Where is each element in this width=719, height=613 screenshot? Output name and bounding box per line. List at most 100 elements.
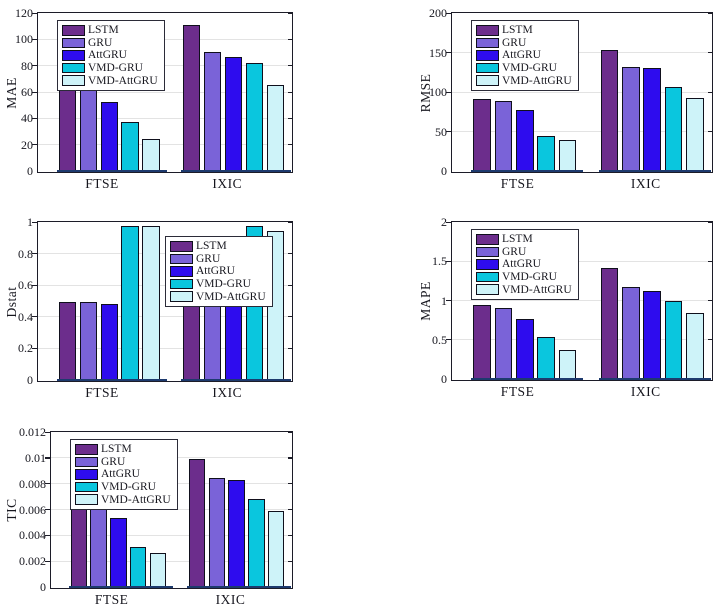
gridline xyxy=(51,560,292,562)
legend-label: VMD-GRU xyxy=(502,62,557,75)
legend-entry: GRU xyxy=(170,253,266,266)
mae-plot-area xyxy=(32,12,293,173)
y-tick-label: 20 xyxy=(21,137,33,152)
legend-label: LSTM xyxy=(196,240,227,253)
y-tick-mark-left xyxy=(446,260,451,262)
y-tick-mark-left xyxy=(32,12,37,14)
y-tick-mark-right xyxy=(288,38,292,41)
legend-entry: VMD-AttGRU xyxy=(476,283,572,296)
bar-vmd-attgru-ftse xyxy=(558,350,577,380)
bar-vmd-attgru-ixic xyxy=(686,312,704,380)
y-tick-mark-left xyxy=(32,144,37,146)
gridline xyxy=(452,300,712,301)
gridline xyxy=(38,91,292,93)
y-tick-label: 0.2 xyxy=(18,341,33,356)
legend-box: LSTM GRU AttGRU VMD-GRU VMD-AttGRU xyxy=(57,20,165,91)
legend-label: GRU xyxy=(196,252,221,265)
bar-baseline xyxy=(598,378,711,380)
y-tick-mark-left xyxy=(446,131,451,133)
bar-baseline xyxy=(471,378,584,380)
legend-label: AttGRU xyxy=(502,49,541,62)
bar-baseline xyxy=(181,170,291,172)
bar-attgru-ftse xyxy=(100,102,118,172)
bar-gru-ixic xyxy=(208,478,225,588)
legend-swatch-lstm xyxy=(476,234,499,245)
bar-baseline xyxy=(598,170,711,172)
bar-vmd-gru-ftse xyxy=(121,121,139,172)
bar-attgru-ixic xyxy=(224,57,243,172)
bar-gru-ftse xyxy=(90,507,107,588)
legend-box: LSTM GRU AttGRU VMD-GRU VMD-AttGRU xyxy=(165,236,273,307)
y-tick-mark-right xyxy=(708,52,712,54)
y-tick-mark-right xyxy=(708,339,712,341)
y-axis-label: RMSE xyxy=(418,73,433,112)
bar-vmd-gru-ftse xyxy=(537,135,555,172)
y-tick-label: 0.008 xyxy=(19,476,46,491)
legend-box: LSTM GRU AttGRU VMD-GRU VMD-AttGRU xyxy=(471,229,579,300)
legend-swatch-vmd-gru xyxy=(476,271,499,283)
y-tick-mark-right xyxy=(288,431,292,433)
y-axis-label: Dstat xyxy=(4,286,19,317)
y-tick-mark-left xyxy=(45,560,50,562)
bar-attgru-ftse xyxy=(516,318,534,380)
legend-swatch-gru xyxy=(62,37,85,49)
y-tick-mark-left xyxy=(32,347,37,350)
legend-label: VMD-AttGRU xyxy=(196,290,266,303)
y-tick-mark-left xyxy=(446,91,451,93)
legend-label: VMD-AttGRU xyxy=(502,74,572,87)
legend-swatch-lstm xyxy=(476,25,499,36)
legend-label: GRU xyxy=(502,245,527,258)
legend-entry: VMD-AttGRU xyxy=(62,74,158,87)
y-tick-mark-left xyxy=(32,117,37,120)
legend-swatch-lstm xyxy=(75,444,98,455)
bar-gru-ixic xyxy=(204,302,222,381)
bar-baseline xyxy=(56,170,167,172)
x-category-label: FTSE xyxy=(500,176,535,191)
y-tick-label: 0.5 xyxy=(432,332,447,347)
legend-entry: AttGRU xyxy=(476,49,572,62)
legend-entry: GRU xyxy=(62,37,158,50)
bar-baseline xyxy=(68,586,174,588)
y-tick-label: 1 xyxy=(27,215,33,229)
y-tick-mark-left xyxy=(446,300,451,302)
gridline xyxy=(452,339,712,341)
legend-entry: VMD-GRU xyxy=(476,271,572,284)
y-tick-mark-left xyxy=(32,253,37,255)
bar-baseline xyxy=(181,379,291,381)
legend-label: AttGRU xyxy=(101,468,140,481)
y-tick-label: 0.01 xyxy=(25,450,46,465)
legend-entry: LSTM xyxy=(476,24,572,37)
bar-attgru-ftse xyxy=(100,303,118,381)
y-tick-mark-right xyxy=(288,65,292,67)
legend-entry: AttGRU xyxy=(170,265,266,278)
y-tick-mark-right xyxy=(708,131,712,133)
gridline xyxy=(452,52,712,53)
bar-baseline xyxy=(186,586,292,588)
y-tick-mark-right xyxy=(288,144,292,146)
legend-label: AttGRU xyxy=(88,49,127,62)
legend-swatch-vmd-attgru xyxy=(476,284,499,295)
bar-lstm-ixic xyxy=(600,267,619,380)
legend-entry: LSTM xyxy=(75,443,171,456)
bar-vmd-attgru-ftse xyxy=(142,139,160,172)
gridline xyxy=(38,38,292,40)
y-tick-mark-right xyxy=(288,560,292,562)
y-tick-label: 0.002 xyxy=(19,554,46,569)
legend-swatch-attgru xyxy=(75,469,98,480)
legend-label: VMD-AttGRU xyxy=(101,493,171,506)
y-tick-mark-left xyxy=(446,12,451,14)
legend-entry: GRU xyxy=(476,37,572,50)
y-tick-mark-right xyxy=(708,260,712,262)
y-tick-mark-left xyxy=(446,339,451,341)
x-category-label: IXIC xyxy=(215,592,246,607)
y-tick-label: 0.012 xyxy=(19,425,46,439)
y-tick-label: 0.004 xyxy=(19,528,46,543)
legend-label: LSTM xyxy=(502,233,533,246)
y-tick-label: 0.4 xyxy=(18,309,33,324)
bar-gru-ftse xyxy=(79,89,97,172)
bar-vmd-gru-ftse xyxy=(537,336,555,380)
legend-entry: VMD-AttGRU xyxy=(476,74,572,87)
legend-entry: AttGRU xyxy=(62,49,158,62)
y-tick-mark-left xyxy=(32,65,37,67)
bar-vmd-gru-ixic xyxy=(664,300,683,380)
